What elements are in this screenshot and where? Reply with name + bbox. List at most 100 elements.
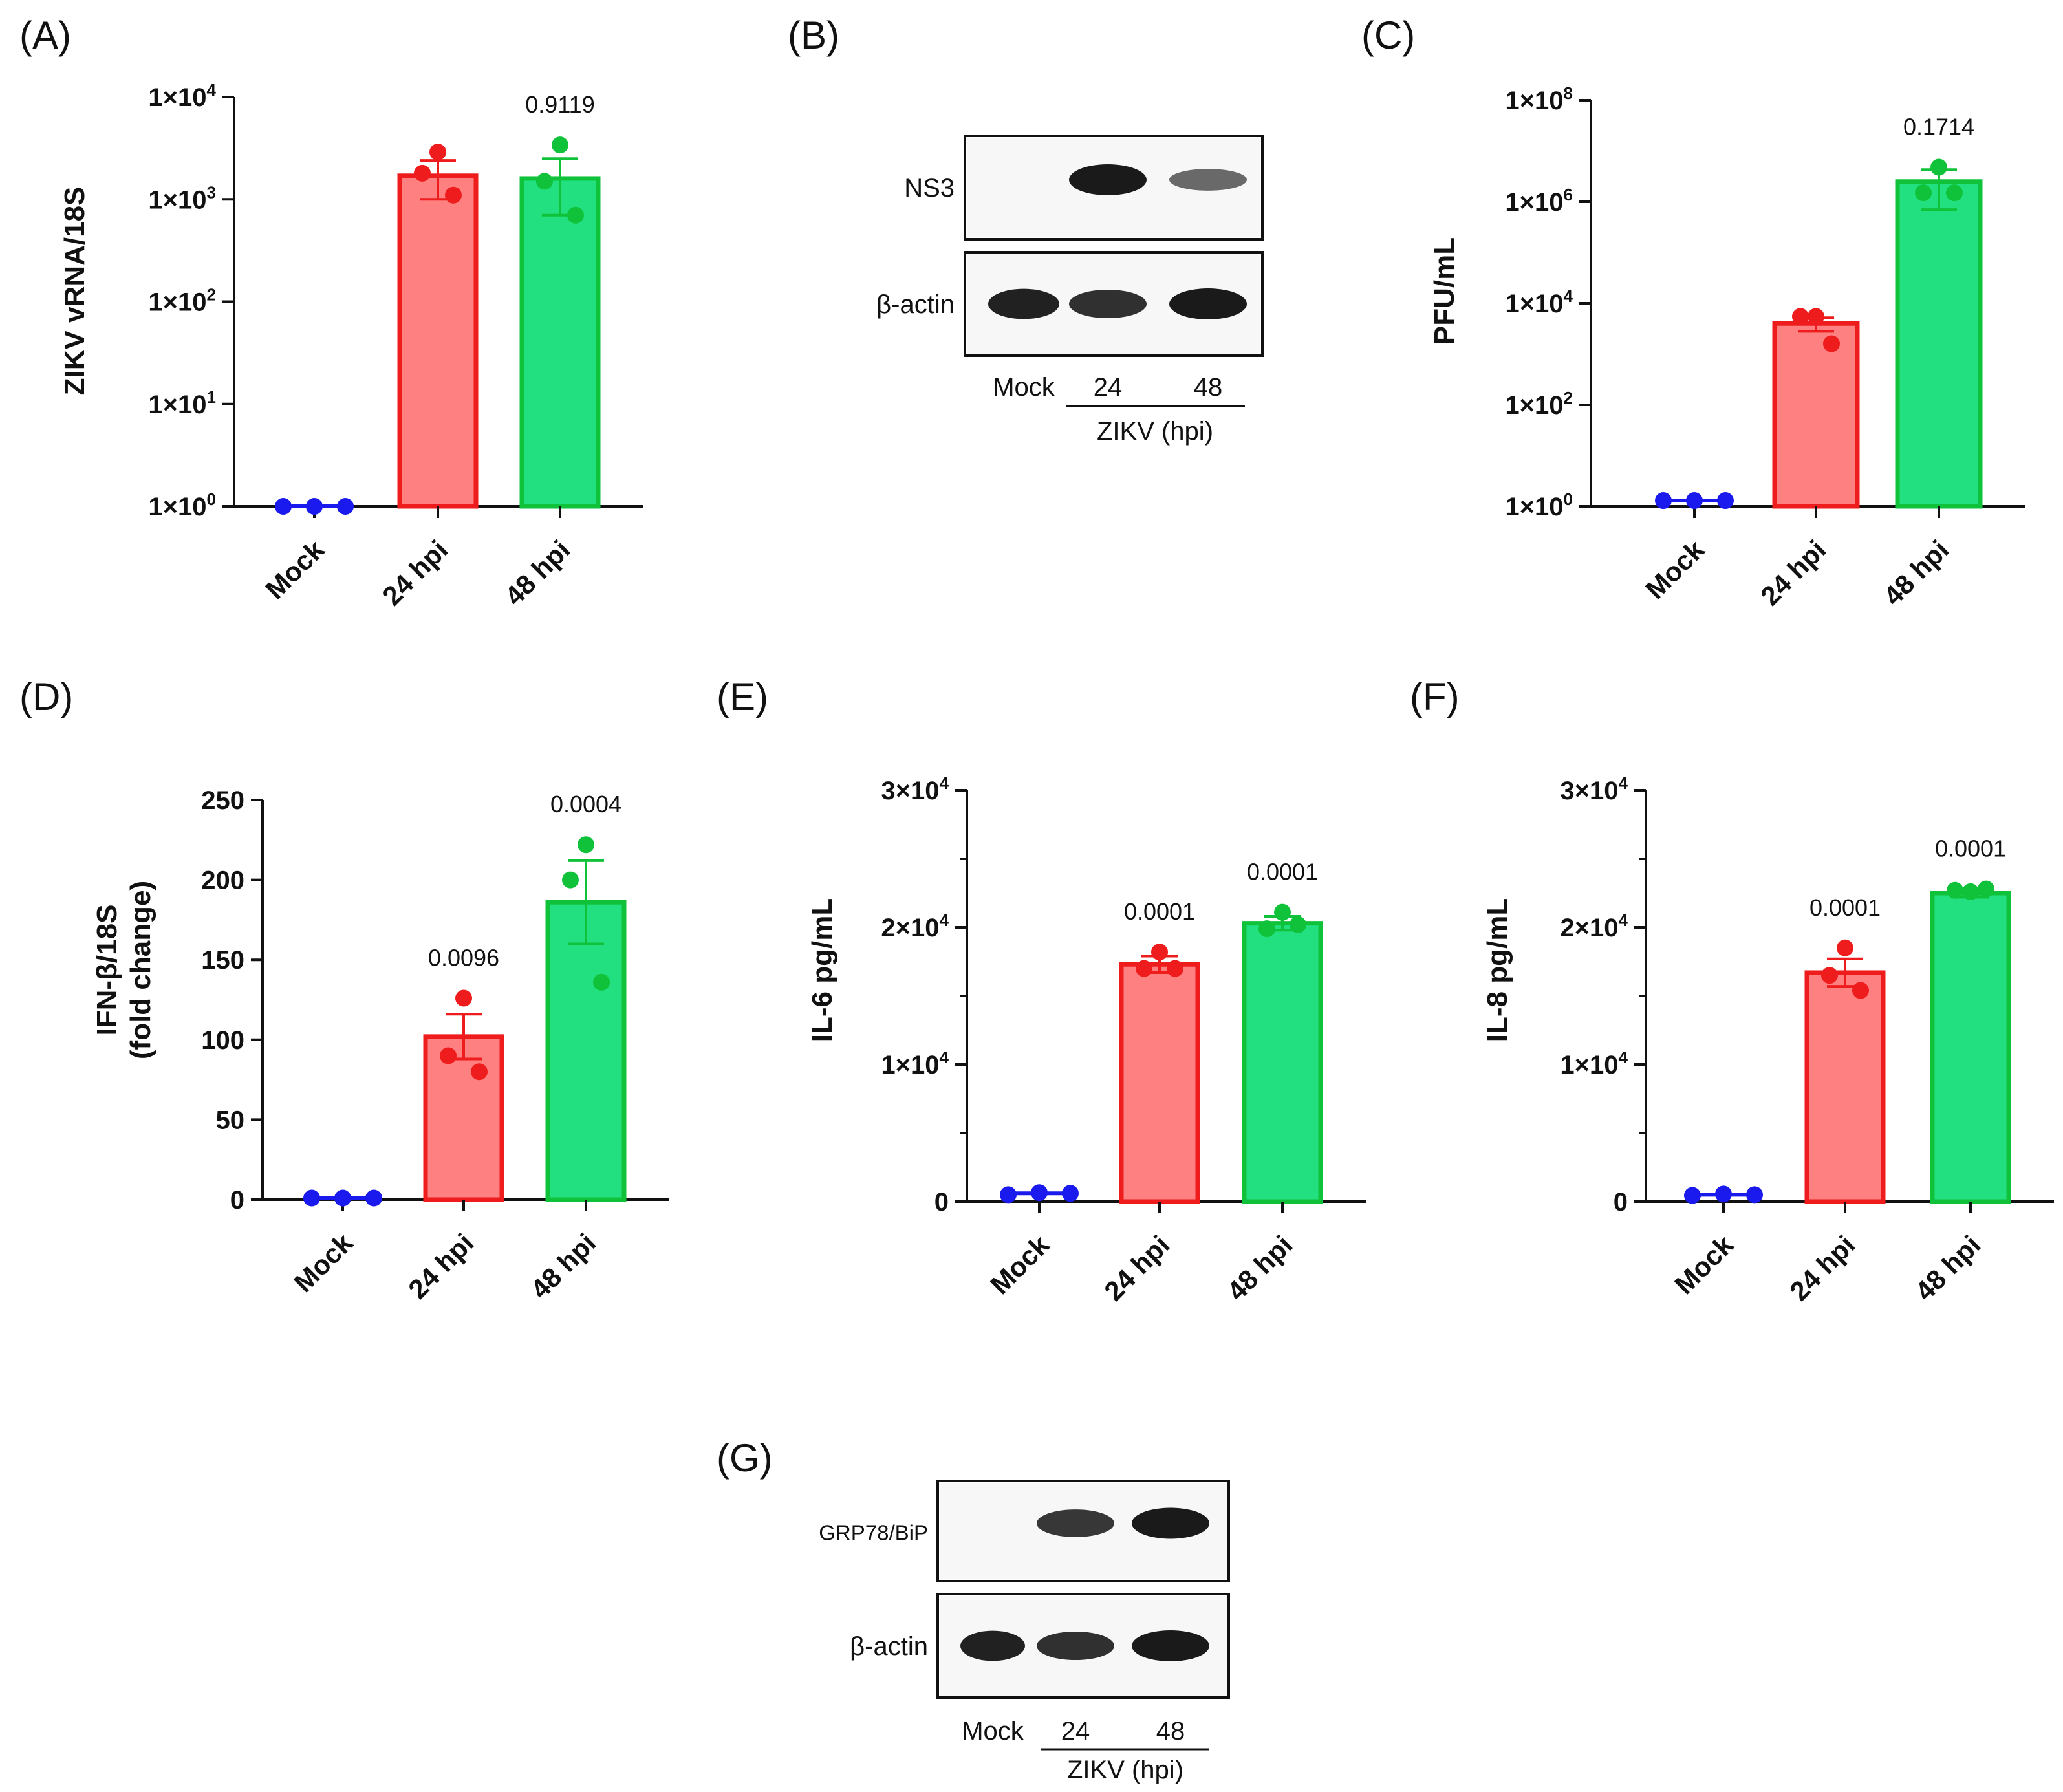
x-category-label: 24 hpi	[1784, 1229, 1861, 1306]
x-category-label: 48 hpi	[1221, 1229, 1298, 1306]
data-point	[536, 173, 553, 190]
p-value-label: 0.0004	[550, 791, 621, 817]
data-point	[365, 1189, 382, 1207]
data-point	[1852, 982, 1869, 999]
y-tick-label: 1×100	[148, 490, 216, 521]
y-tick-label: 3×104	[881, 773, 949, 805]
data-point	[1837, 939, 1853, 956]
blot-row-label: β-actin	[850, 1632, 928, 1661]
chart-panel-d: (D) 0 50 100 150 200 250 IFN-β/18S (fold change)…	[19, 675, 669, 1304]
data-point	[303, 1189, 320, 1207]
panel-label: (F)	[1410, 675, 1460, 718]
bar-24-hpi	[423, 1034, 504, 1202]
y-axis-title: IL-8 pg/mL	[1482, 898, 1513, 1042]
blot-row-label: β-actin	[876, 290, 955, 319]
data-point	[1274, 903, 1291, 921]
y-tick-label: 1×100	[1505, 490, 1573, 521]
data-point	[1746, 1186, 1763, 1204]
blot-panel-g: (G) GRP78/BiP β-actin Mock 24 48 ZIKV (hpi)	[717, 1436, 1230, 1784]
y-tick-label: 0	[934, 1188, 949, 1216]
data-point	[1930, 158, 1947, 176]
p-value-label: 0.1714	[1903, 114, 1974, 140]
panel-label: (B)	[788, 14, 839, 57]
panel-label: (D)	[19, 675, 73, 718]
y-tick-label: 150	[201, 946, 244, 975]
data-point	[1062, 1185, 1079, 1202]
y-tick-label: 1×104	[1560, 1048, 1628, 1079]
data-point	[1947, 881, 1963, 899]
chart-panel-c: (C) 1×100 1×102 1×104 1×106 1×108 PFU/mL Mock 24…	[1361, 14, 2025, 611]
blot-group-label: ZIKV (hpi)	[1097, 417, 1213, 446]
x-category-label: 48 hpi	[499, 534, 576, 611]
data-point	[1000, 1186, 1017, 1204]
blot-lane-label: 24	[1061, 1717, 1090, 1745]
data-point	[562, 871, 579, 889]
bar-24-hpi	[397, 173, 479, 509]
blot-lane-label: Mock	[962, 1717, 1024, 1745]
bar-24-hpi	[1772, 321, 1860, 509]
blot-row-label: GRP78/BiP	[819, 1521, 928, 1545]
y-axis-title: IFN-β/18S	[91, 905, 123, 1036]
data-point	[1962, 883, 1979, 900]
blot-band	[988, 288, 1059, 319]
y-tick-label: 1×102	[148, 285, 216, 317]
x-category-label: 24 hpi	[1098, 1229, 1175, 1306]
data-point	[1136, 960, 1152, 977]
data-point	[414, 164, 431, 182]
data-point	[1823, 335, 1840, 352]
y-tick-label: 0	[1614, 1188, 1628, 1216]
panel-label: (E)	[717, 675, 768, 718]
p-value-label: 0.9119	[525, 91, 594, 118]
data-point	[471, 1063, 488, 1081]
x-category-label: Mock	[984, 1229, 1055, 1301]
panel-label: (A)	[19, 14, 71, 57]
chart-panel-e: (E) 0 1×104 2×104 3×104 IL-6 pg/mL Mock 0.0001 2…	[717, 675, 1366, 1306]
data-point	[1946, 184, 1963, 202]
panel-label: (G)	[717, 1436, 773, 1480]
y-tick-label: 0	[230, 1186, 244, 1214]
x-category-label: 48 hpi	[1877, 534, 1954, 611]
p-value-label: 0.0096	[428, 945, 499, 971]
y-tick-label: 2×104	[1560, 911, 1628, 942]
y-axis-title: IL-6 pg/mL	[806, 898, 838, 1042]
blot-lane-label: 48	[1194, 373, 1223, 402]
data-point	[1715, 1185, 1732, 1203]
chart-panel-f: (F) 0 1×104 2×104 3×104 IL-8 pg/mL Mock 0.0001 2…	[1410, 675, 2054, 1306]
x-category-label: Mock	[259, 534, 330, 605]
data-point	[552, 136, 568, 154]
data-point	[1167, 960, 1183, 977]
data-point	[1258, 920, 1275, 938]
blot-band	[1037, 1509, 1114, 1537]
bar-24-hpi	[1804, 970, 1886, 1204]
blot-lane-label: 48	[1156, 1717, 1185, 1745]
blot-band	[1169, 288, 1247, 319]
y-tick-label: 1×108	[1505, 83, 1573, 115]
data-point	[1821, 967, 1838, 984]
data-point	[337, 498, 354, 515]
blot-band	[1132, 1507, 1209, 1539]
y-tick-label: 1×104	[881, 1048, 949, 1079]
x-category-label: Mock	[288, 1227, 359, 1299]
data-point	[1151, 944, 1168, 961]
x-category-label: 48 hpi	[524, 1227, 601, 1304]
y-tick-label: 250	[201, 786, 244, 815]
y-tick-label: 1×106	[1505, 185, 1573, 217]
blot-band	[1169, 169, 1247, 191]
p-value-label: 0.0001	[1247, 859, 1318, 885]
data-point	[445, 186, 462, 204]
x-category-label: 24 hpi	[376, 534, 453, 611]
data-point	[306, 498, 323, 515]
data-point	[567, 206, 584, 224]
blot-lane-label: Mock	[993, 373, 1055, 402]
blot-band	[1069, 164, 1147, 195]
data-point	[429, 144, 446, 161]
blot-lane-label: 24	[1094, 373, 1123, 402]
bar-48-hpi	[1242, 921, 1323, 1204]
blot-group-label: ZIKV (hpi)	[1067, 1756, 1183, 1784]
y-tick-label: 1×104	[148, 80, 216, 112]
bar-24-hpi	[1119, 962, 1200, 1204]
y-tick-label: 1×104	[1505, 286, 1573, 318]
bar-48-hpi	[545, 900, 627, 1202]
y-tick-label: 1×103	[148, 182, 216, 214]
bar-48-hpi	[1895, 179, 1983, 509]
